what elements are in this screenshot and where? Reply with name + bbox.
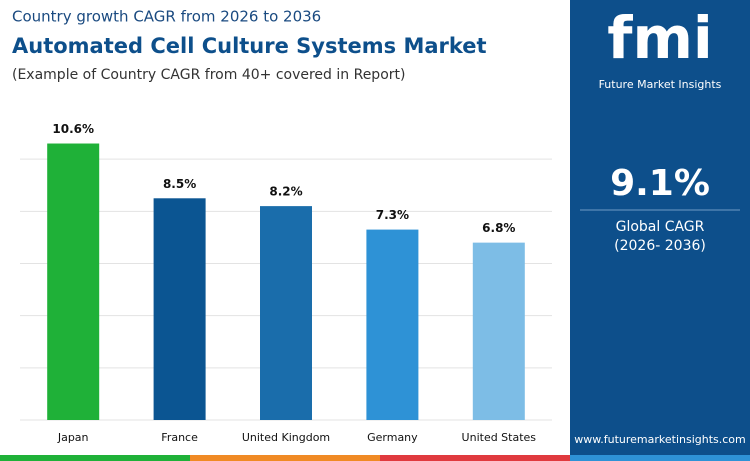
x-tick-label: United Kingdom: [242, 431, 330, 444]
value-label: 10.6%: [52, 122, 94, 136]
x-tick-label: Japan: [57, 431, 89, 444]
bar: [153, 198, 206, 420]
chart-title: Automated Cell Culture Systems Market: [12, 34, 487, 58]
brand: Future Market Insights: [599, 78, 722, 91]
kicker: Country growth CAGR from 2026 to 2036: [12, 8, 321, 26]
logo: fmi: [607, 4, 713, 72]
bar: [366, 229, 419, 420]
footer-stripe: [0, 455, 190, 461]
value-label: 6.8%: [482, 221, 515, 235]
bar: [472, 242, 525, 420]
x-tick-label: France: [161, 431, 198, 444]
footer-stripe: [190, 455, 380, 461]
x-tick-label: Germany: [367, 431, 418, 444]
bar: [260, 206, 312, 420]
bar: [47, 143, 100, 420]
footer-stripe: [570, 455, 750, 461]
side-panel: [570, 0, 750, 461]
website: www.futuremarketinsights.com: [574, 433, 746, 446]
cagr-label: Global CAGR: [616, 219, 705, 235]
value-label: 8.2%: [269, 185, 302, 199]
footer-stripe: [380, 455, 570, 461]
x-tick-label: United States: [462, 431, 537, 444]
cagr-period: (2026- 2036): [614, 238, 706, 254]
chart-subtitle: (Example of Country CAGR from 40+ covere…: [12, 67, 405, 83]
value-label: 8.5%: [163, 177, 196, 191]
value-label: 7.3%: [376, 208, 409, 222]
cagr-value: 9.1%: [610, 163, 710, 204]
